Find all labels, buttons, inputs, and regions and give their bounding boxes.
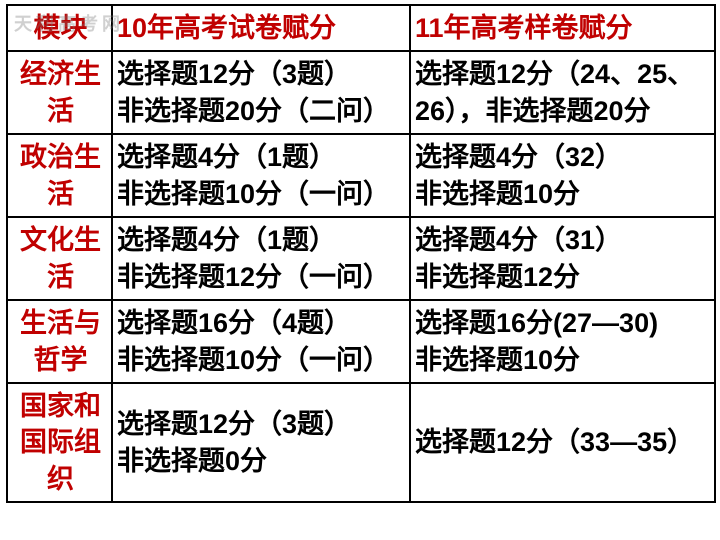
cell-module: 国家和国际组织 xyxy=(7,383,112,502)
cell-y10: 选择题12分（3题）非选择题20分（二问） xyxy=(112,51,410,134)
cell-module: 生活与哲学 xyxy=(7,300,112,383)
table-row: 政治生活 选择题4分（1题）非选择题10分（一问） 选择题4分（32）非选择题1… xyxy=(7,134,715,217)
cell-y11: 选择题16分(27—30)非选择题10分 xyxy=(410,300,715,383)
cell-y11: 选择题4分（32）非选择题10分 xyxy=(410,134,715,217)
cell-y11: 选择题12分（24、25、26），非选择题20分 xyxy=(410,51,715,134)
cell-module: 文化生活 xyxy=(7,217,112,300)
col-header-module: 模块 xyxy=(7,5,112,51)
cell-y10: 选择题4分（1题）非选择题12分（一问） xyxy=(112,217,410,300)
cell-y10: 选择题4分（1题）非选择题10分（一问） xyxy=(112,134,410,217)
col-header-y10: 10年高考试卷赋分 xyxy=(112,5,410,51)
score-table: 模块 10年高考试卷赋分 11年高考样卷赋分 经济生活 选择题12分（3题）非选… xyxy=(6,4,716,503)
cell-y10: 选择题12分（3题）非选择题0分 xyxy=(112,383,410,502)
table-row: 经济生活 选择题12分（3题）非选择题20分（二问） 选择题12分（24、25、… xyxy=(7,51,715,134)
table-row: 国家和国际组织 选择题12分（3题）非选择题0分 选择题12分（33—35） xyxy=(7,383,715,502)
table-row: 文化生活 选择题4分（1题）非选择题12分（一问） 选择题4分（31）非选择题1… xyxy=(7,217,715,300)
table-row: 生活与哲学 选择题16分（4题）非选择题10分（一问） 选择题16分(27—30… xyxy=(7,300,715,383)
col-header-y11: 11年高考样卷赋分 xyxy=(410,5,715,51)
cell-module: 政治生活 xyxy=(7,134,112,217)
cell-y11: 选择题4分（31）非选择题12分 xyxy=(410,217,715,300)
cell-y11: 选择题12分（33—35） xyxy=(410,383,715,502)
cell-module: 经济生活 xyxy=(7,51,112,134)
table-header-row: 模块 10年高考试卷赋分 11年高考样卷赋分 xyxy=(7,5,715,51)
cell-y10: 选择题16分（4题）非选择题10分（一问） xyxy=(112,300,410,383)
